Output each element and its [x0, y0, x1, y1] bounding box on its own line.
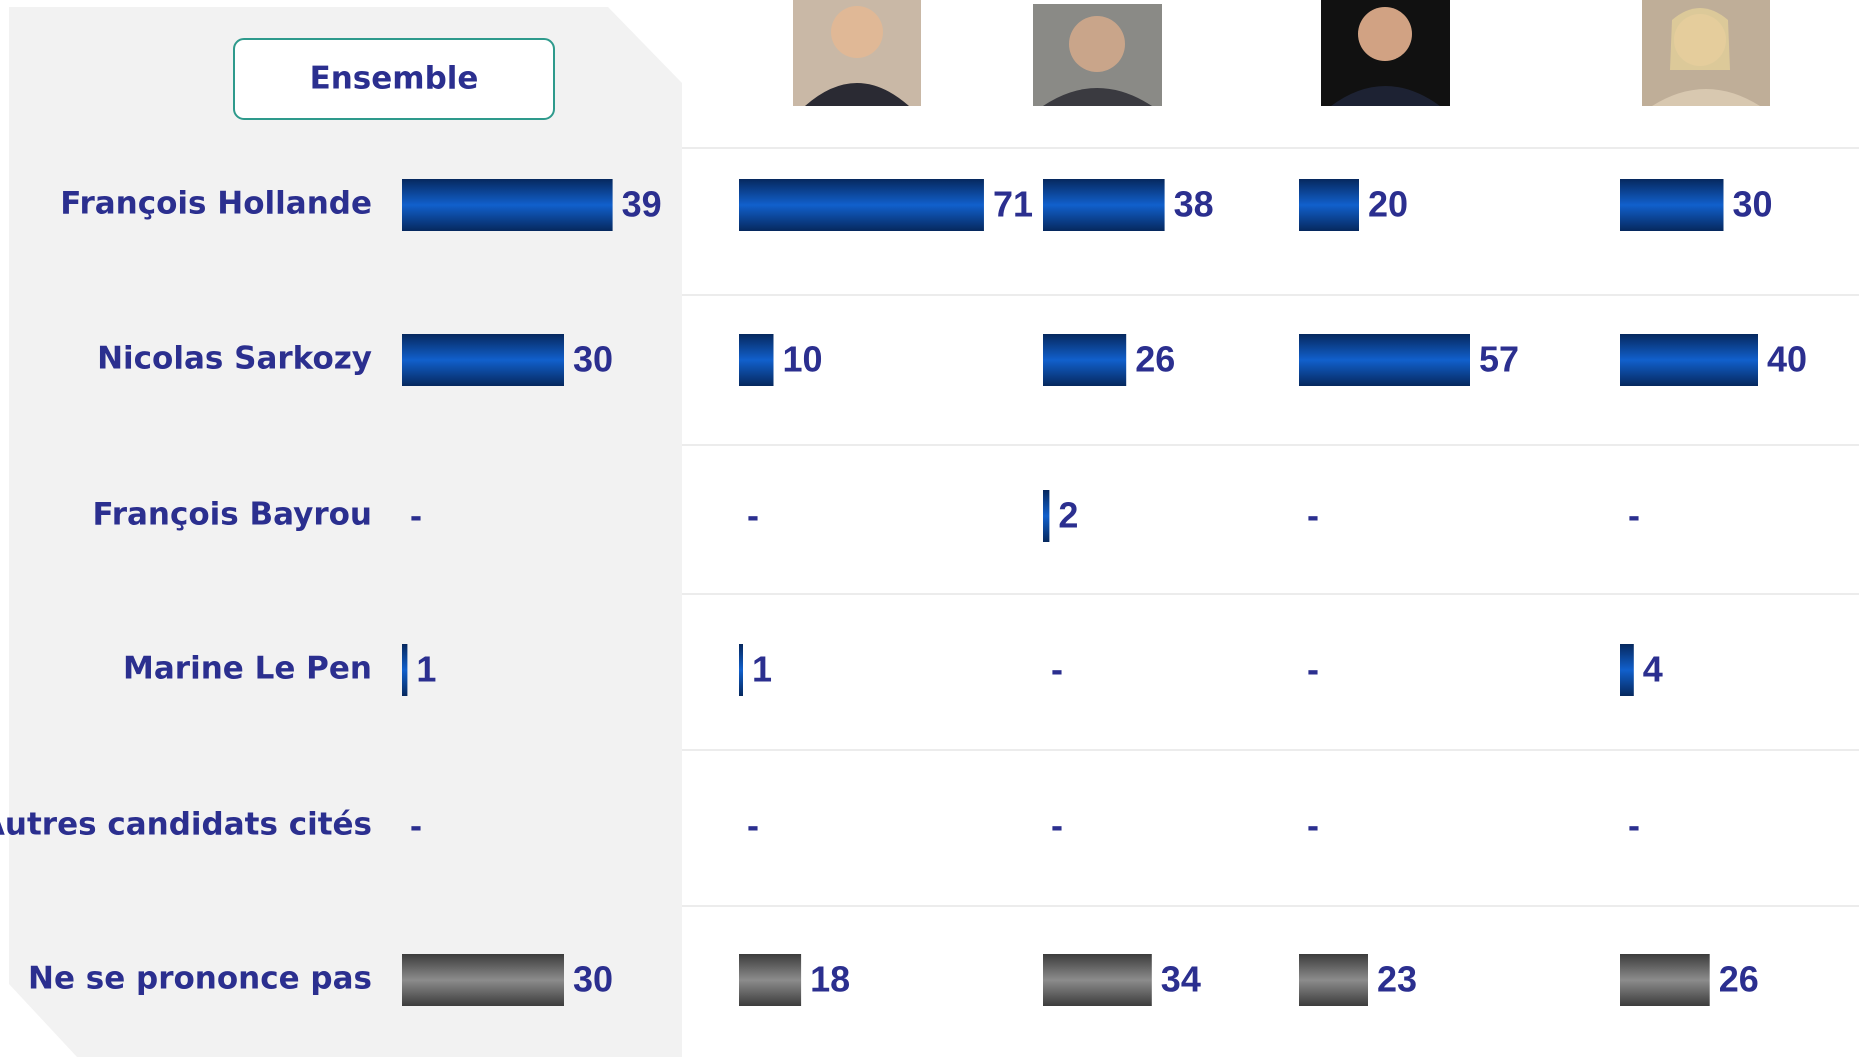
photo-face	[1069, 16, 1125, 72]
photo-suit	[1331, 86, 1440, 106]
bar	[1299, 179, 1359, 231]
bar	[402, 334, 564, 386]
value-label: 57	[1479, 339, 1519, 380]
photo-face	[831, 6, 883, 58]
bar	[1620, 179, 1724, 231]
bar	[402, 644, 408, 696]
bar	[1043, 334, 1127, 386]
value-label: -	[1307, 649, 1319, 690]
bar	[1299, 954, 1368, 1006]
value-label: 30	[1733, 184, 1773, 225]
value-label: -	[747, 805, 759, 846]
value-label: 23	[1377, 959, 1417, 1000]
value-label: 39	[622, 184, 662, 225]
category-label: Nicolas Sarkozy	[97, 341, 372, 377]
value-label: 30	[573, 339, 613, 380]
category-label: Marine Le Pen	[123, 651, 372, 687]
category-label: François Bayrou	[93, 497, 372, 533]
bar	[739, 179, 984, 231]
bar	[1043, 954, 1152, 1006]
bar	[1299, 334, 1470, 386]
value-label: 34	[1161, 959, 1201, 1000]
series-name: Ensemble	[310, 61, 479, 97]
value-label: -	[1628, 495, 1640, 536]
legend-box	[233, 38, 555, 120]
category-label: Ne se prononce pas	[28, 961, 372, 997]
photo-suit	[805, 83, 909, 106]
value-label: -	[1628, 805, 1640, 846]
value-label: 26	[1135, 339, 1175, 380]
bar	[739, 644, 743, 696]
category-label: Autres candidats cités	[0, 807, 372, 843]
value-label: 40	[1767, 339, 1807, 380]
photo-suit	[1652, 89, 1760, 106]
bar	[739, 334, 774, 386]
bar	[1620, 644, 1634, 696]
value-label: 20	[1368, 184, 1408, 225]
bar	[402, 954, 564, 1006]
photos	[793, 0, 1770, 106]
value-label: -	[1307, 495, 1319, 536]
panel-background	[9, 7, 682, 1057]
value-label: 10	[783, 339, 823, 380]
value-label: 1	[416, 649, 436, 690]
bar	[1043, 179, 1165, 231]
value-label: -	[1307, 805, 1319, 846]
photo-suit	[1043, 88, 1152, 106]
value-label: 30	[573, 959, 613, 1000]
value-label: -	[410, 805, 422, 846]
value-label: -	[1051, 805, 1063, 846]
value-label: 1	[752, 649, 772, 690]
value-label: -	[1051, 649, 1063, 690]
value-label: 18	[810, 959, 850, 1000]
photo-hair	[1670, 8, 1730, 70]
value-label: 38	[1174, 184, 1214, 225]
value-label: -	[410, 495, 422, 536]
bar	[1620, 334, 1758, 386]
bar	[739, 954, 802, 1006]
value-label: 4	[1643, 649, 1663, 690]
bar	[402, 179, 613, 231]
value-label: -	[747, 495, 759, 536]
bar	[1043, 490, 1050, 542]
row-separators	[682, 147, 1859, 907]
value-label: 71	[993, 184, 1033, 225]
value-label: 26	[1719, 959, 1759, 1000]
bar	[1620, 954, 1710, 1006]
photo-face	[1358, 7, 1412, 61]
category-label: François Hollande	[60, 186, 372, 222]
value-label: 2	[1058, 495, 1078, 536]
